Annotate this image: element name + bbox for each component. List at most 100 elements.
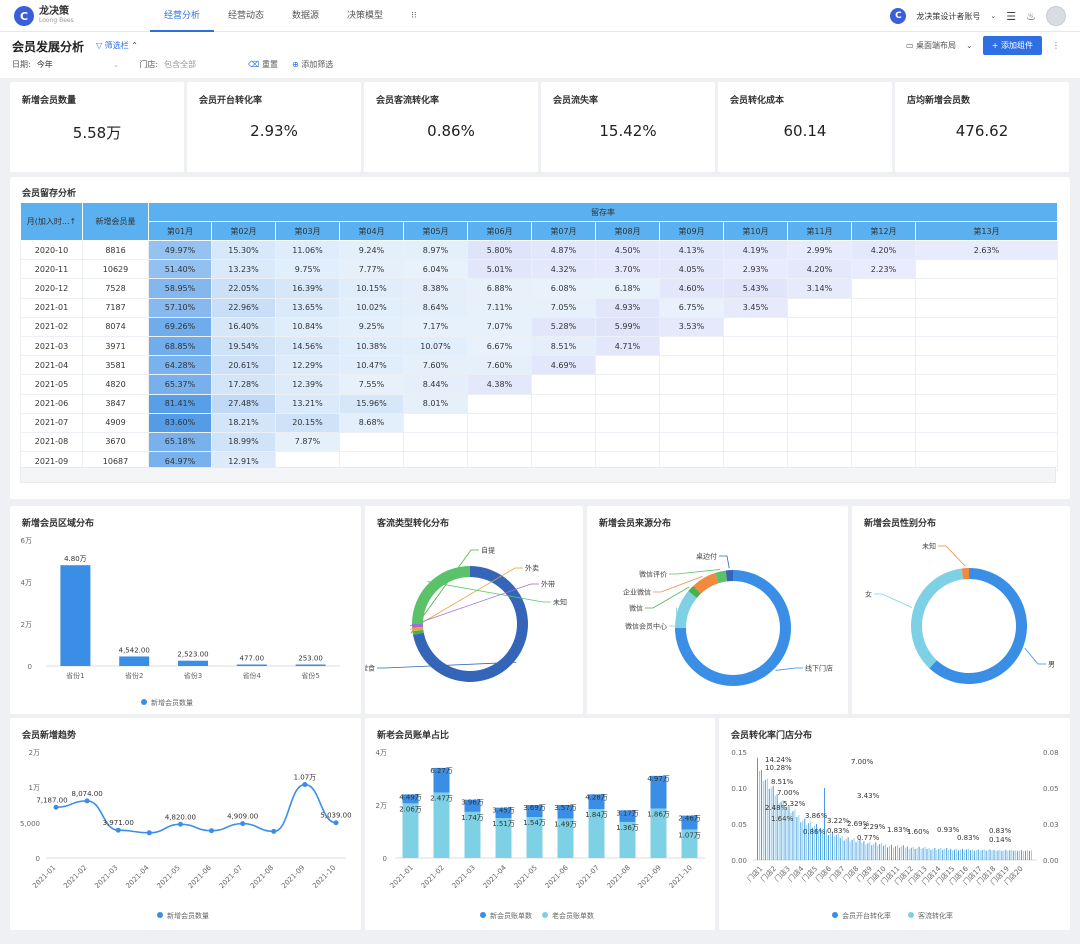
data-point bbox=[115, 827, 121, 833]
table-row[interactable]: 2021-07 4909 83.60% 18.21% 20.15% 8.68% bbox=[20, 412, 1059, 433]
bar bbox=[999, 849, 1001, 860]
kpi-card-new-members[interactable]: 新增会员数量 5.58万 bbox=[10, 82, 184, 172]
nav-tab-decision-model[interactable]: 决策模型 bbox=[347, 11, 384, 21]
cell-retention-rate: 6.18% bbox=[595, 278, 660, 299]
col-header-period[interactable]: 第07月 bbox=[531, 221, 596, 241]
cell-retention-rate: 4.32% bbox=[531, 259, 596, 280]
table-row[interactable]: 2021-04 3581 64.28% 20.61% 12.29% 10.47% 7.60%… bbox=[20, 355, 1059, 376]
x-tick-label: 2021-10 bbox=[311, 864, 337, 890]
kpi-card-conversion-cost[interactable]: 会员转化成本 60.14 bbox=[718, 82, 892, 172]
kpi-card-traffic-conversion[interactable]: 会员客流转化率 0.86% bbox=[364, 82, 538, 172]
data-label: 2,523.00 bbox=[177, 651, 208, 659]
donut-slice bbox=[725, 570, 733, 582]
cell-retention-rate: 2.63% bbox=[914, 239, 1059, 261]
kpi-value: 15.42% bbox=[599, 122, 657, 140]
cell-empty bbox=[787, 316, 852, 337]
add-filter-button[interactable]: ⊕ 添加筛选 bbox=[292, 59, 333, 70]
bar bbox=[796, 816, 798, 860]
col-header-period[interactable]: 第13月 bbox=[914, 221, 1059, 241]
col-header-period[interactable]: 第06月 bbox=[467, 221, 532, 241]
annotation-label: 2.48% bbox=[765, 804, 788, 812]
nav-tab-data-source[interactable]: 数据源 bbox=[292, 11, 320, 21]
bar bbox=[1015, 850, 1017, 860]
desktop-layout-button[interactable]: ▭ 桌面端布局 bbox=[906, 40, 956, 51]
bar bbox=[979, 850, 981, 860]
table-row[interactable]: 2021-05 4820 65.37% 17.28% 12.39% 7.55% 8.44% 4… bbox=[20, 374, 1059, 395]
cell-retention-rate: 11.06% bbox=[275, 239, 340, 261]
col-header-period[interactable]: 第05月 bbox=[403, 221, 468, 241]
table-row[interactable]: 2021-06 3847 81.41% 27.48% 13.21% 15.96% 8.01% bbox=[20, 393, 1059, 414]
data-label: 477.00 bbox=[240, 655, 265, 663]
bar bbox=[983, 849, 985, 860]
chart-title: 会员转化率门店分布 bbox=[731, 731, 813, 741]
data-point bbox=[84, 798, 90, 804]
col-header-month[interactable]: 月(加入时...↑ bbox=[20, 202, 83, 241]
table-row[interactable]: 2021-08 3670 65.18% 18.99% 7.87% bbox=[20, 431, 1059, 453]
table-row[interactable]: 2021-03 3971 68.85% 19.54% 14.56% 10.38% 10.07… bbox=[20, 335, 1059, 357]
filter-toggle[interactable]: ▽ 筛选栏 ⌃ bbox=[96, 40, 138, 51]
cell-retention-rate: 22.05% bbox=[211, 278, 276, 299]
bar bbox=[178, 660, 208, 666]
col-header-period[interactable]: 第09月 bbox=[659, 221, 724, 241]
reset-button[interactable]: ⌫ 重置 bbox=[248, 59, 278, 70]
col-header-period[interactable]: 第01月 bbox=[148, 221, 212, 241]
leader-line bbox=[938, 545, 966, 567]
kpi-card-store-average[interactable]: 店均新增会员数 476.62 bbox=[895, 82, 1069, 172]
col-header-period[interactable]: 第11月 bbox=[787, 221, 852, 241]
col-header-count[interactable]: 新增会员量 bbox=[82, 202, 149, 241]
x-tick-label: 2021-07 bbox=[218, 864, 244, 890]
bar bbox=[950, 848, 952, 860]
more-icon[interactable]: ⋮ bbox=[1052, 41, 1060, 50]
cell-empty bbox=[723, 335, 788, 357]
col-header-period[interactable]: 第12月 bbox=[851, 221, 916, 241]
col-header-period[interactable]: 第10月 bbox=[723, 221, 788, 241]
bar bbox=[119, 656, 150, 666]
grid-icon[interactable]: ⁝⁝ bbox=[411, 11, 417, 21]
table-row[interactable]: 2020-11 10629 51.40% 13.23% 9.75% 7.77% 6.04% 5… bbox=[20, 259, 1059, 280]
chevron-down-icon[interactable]: ⌄ bbox=[966, 41, 973, 50]
plus-circle-icon: ⊕ bbox=[291, 60, 302, 69]
table-row[interactable]: 2021-02 8074 69.26% 16.40% 10.84% 9.25% 7.17% 7… bbox=[20, 316, 1059, 337]
avatar[interactable] bbox=[1046, 6, 1066, 26]
legend-label: 客流转化率 bbox=[918, 911, 953, 920]
cell-count: 3847 bbox=[82, 393, 149, 414]
store-filter-select[interactable]: 包含全部 bbox=[164, 60, 197, 69]
table-row[interactable]: 2020-12 7528 58.95% 22.05% 16.39% 10.15% 8.38%… bbox=[20, 278, 1059, 299]
donut-slice bbox=[412, 626, 424, 632]
data-point bbox=[271, 828, 277, 834]
x-tick-label: 2021-04 bbox=[124, 863, 151, 890]
kpi-card-churn-rate[interactable]: 会员流失率 15.42% bbox=[541, 82, 715, 172]
nav-tab-business-dynamics[interactable]: 经营动态 bbox=[228, 11, 265, 21]
table-row[interactable]: 2020-10 8816 49.97% 15.30% 11.06% 9.24% 8.97% 5… bbox=[20, 239, 1059, 261]
data-label-total: 3.96万 bbox=[461, 799, 484, 807]
bar bbox=[926, 848, 928, 860]
kpi-card-table-conversion[interactable]: 会员开台转化率 2.93% bbox=[187, 82, 361, 172]
menu-icon[interactable]: ☰ bbox=[1006, 9, 1017, 23]
cell-retention-rate: 16.39% bbox=[275, 278, 340, 299]
chevron-down-icon[interactable]: ⌄ bbox=[990, 12, 997, 20]
table-row[interactable]: 2021-01 7187 57.10% 22.96% 13.65% 10.02% 8.64%… bbox=[20, 297, 1059, 318]
bar-old-members bbox=[681, 829, 698, 858]
bar bbox=[997, 850, 999, 860]
nav-tab-business-analysis[interactable]: 经营分析 bbox=[150, 0, 215, 32]
bell-icon[interactable]: ♨ bbox=[1026, 9, 1036, 23]
x-tick-label: 2021-10 bbox=[668, 864, 694, 890]
col-header-period[interactable]: 第02月 bbox=[211, 221, 276, 241]
add-component-button[interactable]: + 添加组件 bbox=[982, 36, 1042, 55]
date-filter-select[interactable]: 今年 bbox=[36, 60, 53, 69]
cell-count: 10687 bbox=[82, 451, 149, 472]
table-scrollbar[interactable] bbox=[20, 467, 1056, 483]
col-header-period[interactable]: 第03月 bbox=[275, 221, 340, 241]
brand-sub: Loong Bees bbox=[39, 17, 74, 24]
data-label: 8,074.00 bbox=[72, 790, 103, 798]
leader-line bbox=[409, 583, 539, 627]
cell-count: 7528 bbox=[82, 278, 149, 299]
bar-old-members bbox=[495, 817, 512, 858]
data-label: 4,820.00 bbox=[165, 813, 196, 821]
account-name[interactable]: 龙决策设计者账号 bbox=[916, 11, 981, 21]
legend-dot bbox=[480, 912, 486, 918]
col-header-period[interactable]: 第08月 bbox=[595, 221, 660, 241]
brand-logo[interactable]: C 龙决策 Loong Bees bbox=[14, 6, 74, 26]
col-header-period[interactable]: 第04月 bbox=[339, 221, 404, 241]
